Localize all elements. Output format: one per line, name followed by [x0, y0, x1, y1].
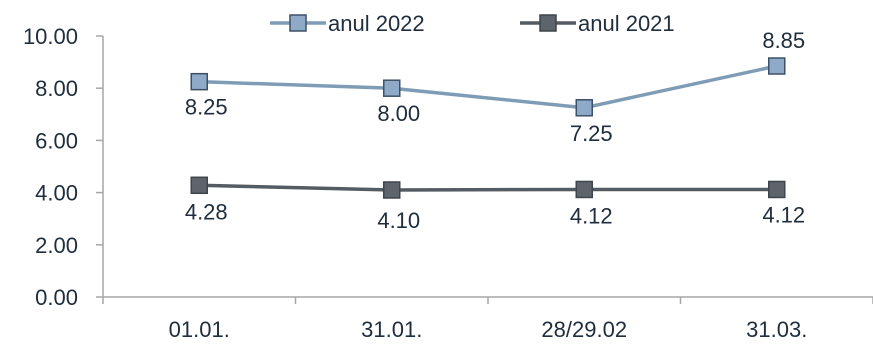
legend-item-2022: anul 2022: [270, 11, 425, 36]
data-label: 4.10: [377, 208, 420, 233]
data-point-marker: [768, 57, 786, 75]
data-point-marker: [768, 180, 786, 199]
data-label: 7.25: [570, 121, 613, 146]
y-tick-label: 8.00: [35, 76, 78, 101]
series-line: [199, 183, 777, 192]
data-point-marker: [190, 72, 208, 91]
x-category-label: 31.01.: [361, 317, 422, 342]
data-point-marker: [575, 180, 593, 199]
y-axis-ticks: 0.00 2.00 4.00 6.00 8.00 10.00: [23, 24, 103, 310]
x-category-label: 01.01.: [169, 317, 230, 342]
series-2021: 4.28 4.10 4.12 4.12: [185, 176, 805, 233]
data-label: 8.25: [185, 95, 228, 120]
data-point-marker: [575, 99, 593, 117]
axes: [102, 36, 873, 298]
data-point-marker: [383, 181, 401, 199]
legend-label: anul 2022: [328, 11, 425, 36]
data-label: 4.12: [762, 202, 805, 227]
legend-marker: [539, 14, 557, 32]
legend: anul 2022 anul 2021: [270, 11, 675, 36]
series-line: [199, 64, 778, 110]
data-point-marker: [383, 79, 401, 97]
y-tick-label: 2.00: [35, 233, 78, 258]
series-group: 8.25 8.00 7.25 8.85 4.28 4.10 4.12 4.12: [185, 28, 805, 233]
y-tick-label: 6.00: [35, 128, 78, 153]
y-tick-label: 0.00: [35, 285, 78, 310]
data-label: 8.85: [762, 28, 805, 53]
legend-marker: [289, 14, 307, 32]
data-point-marker: [190, 176, 208, 195]
legend-label: anul 2021: [578, 11, 675, 36]
x-axis-categories: 01.01. 31.01. 28/29.02 31.03.: [102, 297, 873, 342]
x-category-label: 28/29.02: [541, 317, 627, 342]
legend-item-2021: anul 2021: [520, 11, 675, 36]
y-tick-label: 4.00: [35, 181, 78, 206]
data-label: 8.00: [377, 101, 420, 126]
data-label: 4.12: [570, 203, 613, 228]
data-label: 4.28: [185, 199, 228, 224]
y-tick-label: 10.00: [23, 24, 78, 49]
series-2022: 8.25 8.00 7.25 8.85: [185, 28, 805, 146]
x-category-label: 31.03.: [746, 317, 807, 342]
